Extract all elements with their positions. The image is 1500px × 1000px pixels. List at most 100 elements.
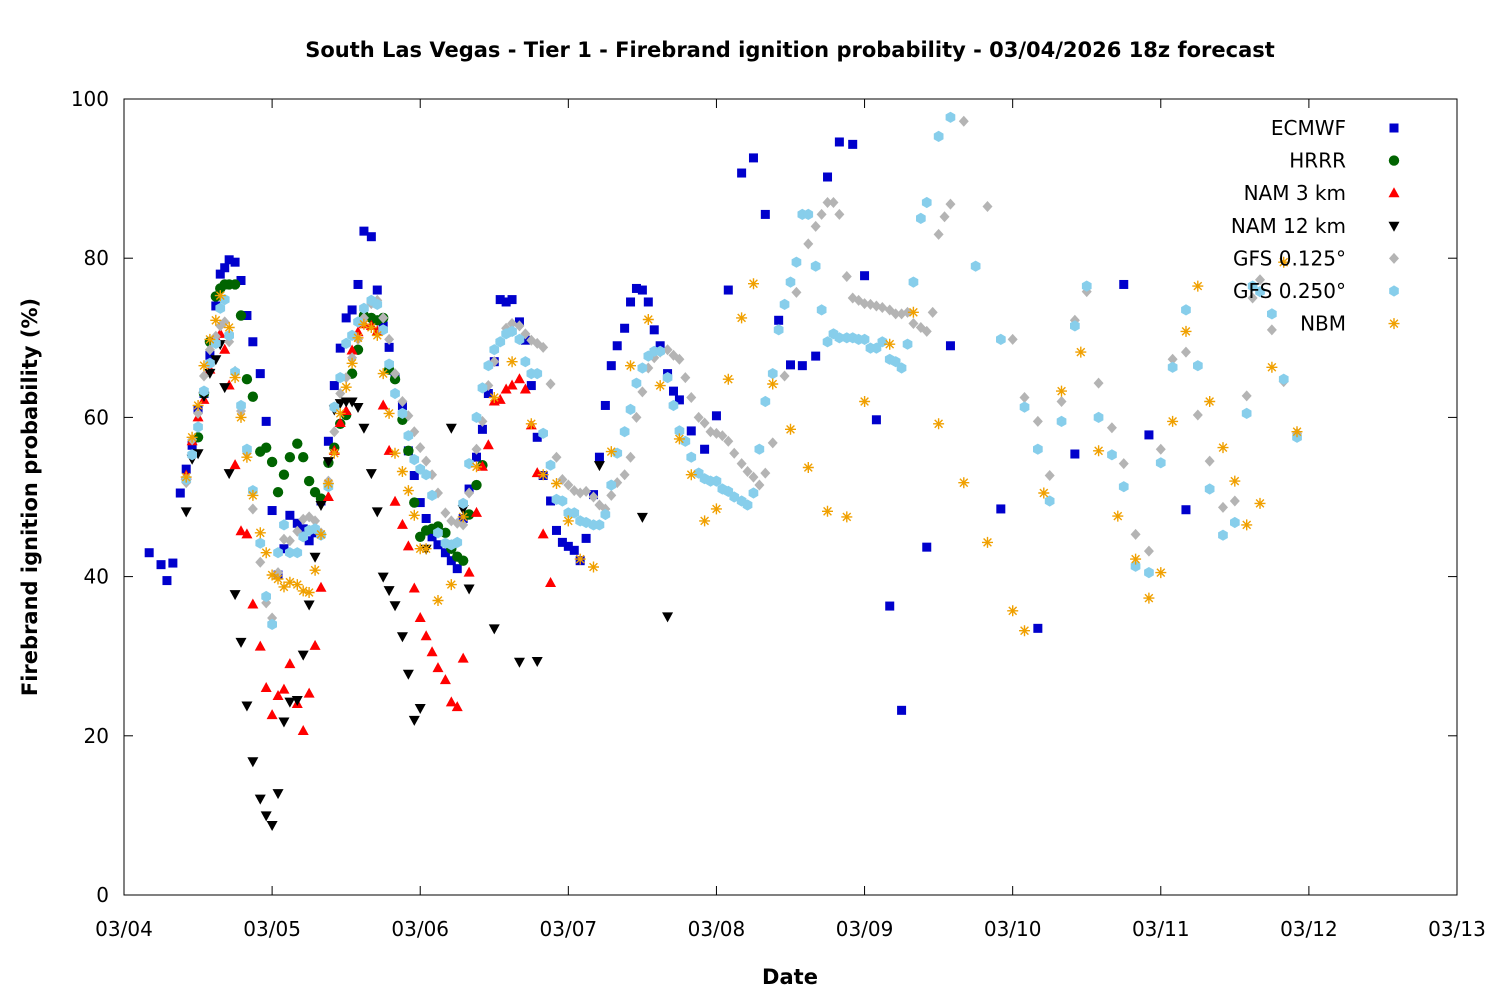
gfs-0-125-point: [1106, 422, 1117, 434]
gfs-0-250-point: [1181, 304, 1191, 316]
gfs-0-250-point: [754, 443, 765, 455]
gfs-0-250-point: [211, 337, 221, 349]
ecmwf-point: [472, 452, 482, 462]
gfs-0-250-point: [637, 362, 648, 374]
y-tick-label: 0: [96, 883, 109, 907]
nam-3-km-point: [408, 582, 420, 593]
nbm-point: [198, 360, 210, 372]
gfs-0-250-point: [686, 451, 697, 463]
gfs-0-125-point: [1056, 395, 1067, 407]
ecmwf-point: [501, 297, 511, 307]
ecmwf-point: [649, 325, 659, 335]
nbm-point: [736, 312, 748, 324]
ecmwf-point: [421, 513, 431, 523]
ecmwf-point: [668, 386, 678, 396]
nam-12-km-point: [219, 383, 231, 394]
hrrr-point: [298, 452, 309, 463]
ecmwf-point: [546, 496, 556, 506]
gfs-0-250-point: [1033, 443, 1043, 455]
nbm-point: [841, 511, 853, 523]
gfs-0-250-point: [390, 387, 400, 400]
gfs-0-250-point: [520, 356, 531, 368]
nbm-point: [328, 447, 340, 459]
gfs-0-250-point: [224, 329, 234, 341]
nbm-point: [414, 543, 426, 555]
nbm-point: [822, 505, 833, 517]
nbm-point: [241, 451, 253, 463]
gfs-0-250-point: [1044, 495, 1055, 507]
legend-label-nam-3-km: NAM 3 km: [1244, 181, 1346, 205]
ecmwf-point: [446, 556, 456, 566]
nbm-point: [1007, 605, 1019, 617]
nbm-point: [291, 579, 303, 591]
gfs-0-250-point: [409, 454, 420, 466]
hrrr-point: [409, 497, 420, 508]
gfs-0-250-point: [359, 302, 369, 314]
nbm-point: [488, 392, 500, 403]
series-gfs-0-125: [181, 115, 1303, 624]
gfs-0-125-point: [1204, 455, 1215, 467]
gfs-0-125-point: [1192, 409, 1203, 421]
nam-12-km-point: [235, 637, 247, 648]
hrrr-point: [260, 442, 272, 453]
x-tick-label: 03/13: [1428, 917, 1486, 941]
nbm-point: [1217, 442, 1229, 454]
nam-12-km-point: [303, 600, 315, 611]
gfs-0-125-point: [397, 395, 408, 407]
y-tick-label: 40: [84, 565, 109, 589]
gfs-0-250-point: [215, 302, 226, 314]
nam-12-km-point: [272, 789, 284, 800]
nam-12-km-point: [513, 657, 525, 668]
ecmwf-point: [440, 548, 450, 558]
nbm-point: [722, 373, 734, 385]
nbm-point: [471, 461, 482, 473]
gfs-0-125-point: [686, 392, 697, 403]
ecmwf-point: [945, 341, 955, 351]
nbm-point: [802, 462, 814, 473]
ecmwf-point: [220, 263, 230, 273]
ecmwf-point: [860, 271, 870, 281]
nam-3-km-point: [545, 576, 557, 587]
ecmwf-point: [242, 311, 252, 321]
gfs-0-125-point: [415, 442, 426, 454]
gfs-0-250-point: [1278, 373, 1289, 385]
data-marks: [144, 111, 1303, 831]
ecmwf-point: [341, 313, 351, 323]
gfs-0-125-point: [939, 211, 950, 223]
gfs-0-125-point: [760, 467, 771, 479]
gfs-0-125-point: [767, 437, 778, 449]
nam-3-km-point: [432, 662, 444, 673]
legend-marker-gfs-0-250: [1389, 285, 1399, 297]
nbm-point: [322, 478, 334, 489]
legend-marker-nam-12-km: [1388, 221, 1400, 232]
gfs-0-125-point: [440, 507, 451, 519]
gfs-0-250-point: [773, 324, 784, 336]
hrrr-point: [229, 279, 241, 290]
nbm-point: [334, 407, 346, 419]
gfs-0-125-point: [625, 451, 636, 463]
nbm-point: [247, 489, 259, 501]
gfs-0-125-point: [421, 455, 432, 467]
nam-3-km-point: [235, 525, 247, 536]
nbm-point: [1192, 280, 1204, 292]
gfs-0-125-point: [1019, 392, 1030, 403]
nbm-point: [180, 471, 192, 483]
x-tick-label: 03/10: [984, 917, 1042, 941]
ecmwf-point: [1119, 279, 1129, 289]
gfs-0-250-point: [662, 372, 673, 384]
gfs-0-250-point: [612, 447, 623, 459]
nbm-point: [1019, 625, 1030, 637]
nam-3-km-point: [451, 701, 463, 712]
ecmwf-point: [347, 305, 357, 315]
gfs-0-250-point: [760, 395, 771, 408]
nbm-point: [303, 587, 315, 598]
nam-12-km-point: [254, 794, 266, 805]
nam-3-km-point: [519, 383, 531, 394]
nam-3-km-point: [315, 581, 327, 592]
gfs-0-125-point: [538, 341, 549, 353]
gfs-0-250-point: [384, 358, 394, 370]
nbm-point: [229, 372, 241, 384]
ecmwf-point: [298, 524, 308, 534]
nam-3-km-point: [506, 379, 518, 390]
ecmwf-point: [156, 560, 166, 570]
